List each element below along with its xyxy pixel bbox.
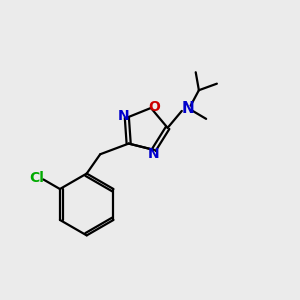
Text: Cl: Cl bbox=[29, 171, 44, 185]
Text: N: N bbox=[182, 101, 195, 116]
Text: O: O bbox=[148, 100, 160, 114]
Text: N: N bbox=[118, 109, 130, 123]
Text: N: N bbox=[148, 147, 160, 161]
